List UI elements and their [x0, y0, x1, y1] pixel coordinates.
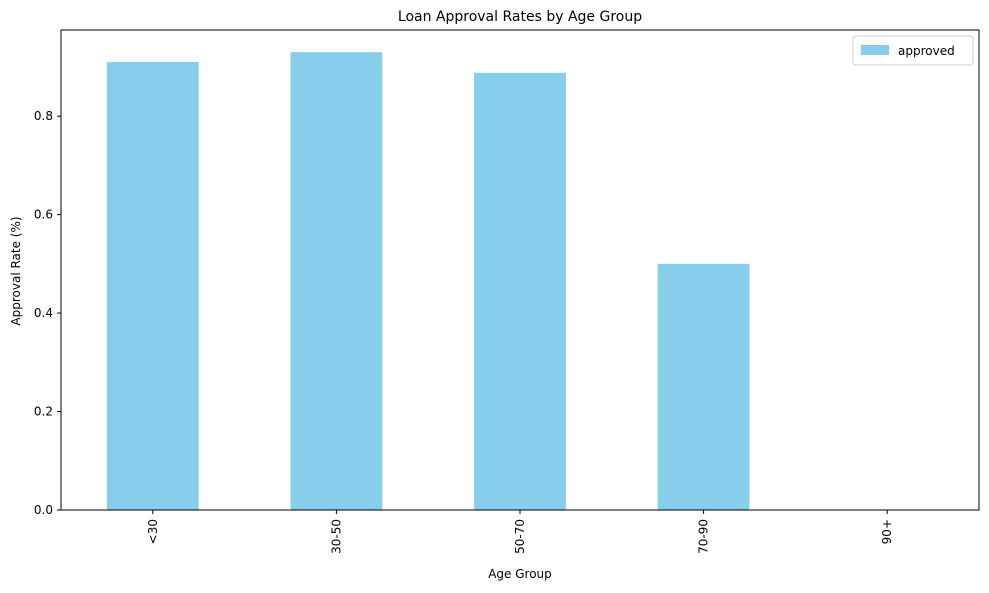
- bar-2: [474, 72, 566, 510]
- y-tick-label-3: 0.6: [34, 208, 53, 222]
- x-tick-label-4: 90+: [880, 519, 894, 544]
- x-axis-label: Age Group: [488, 567, 552, 581]
- bar-3: [657, 263, 750, 510]
- y-tick-label-2: 0.4: [34, 306, 53, 320]
- axes-frame: [60, 29, 980, 511]
- x-tick-label-1: 30-50: [329, 519, 343, 554]
- y-tick-label-4: 0.8: [34, 109, 53, 123]
- bar-0: [106, 62, 199, 510]
- legend-swatch-approved: [861, 45, 889, 55]
- x-tick-label-3: 70-90: [697, 519, 711, 554]
- y-tick-label-1: 0.2: [34, 405, 53, 419]
- x-tick-label-2: 50-70: [513, 519, 527, 554]
- x-tick-label-0: <30: [146, 519, 160, 544]
- y-axis-label: Approval Rate (%): [9, 216, 23, 325]
- bar-1: [290, 52, 383, 511]
- legend-label-approved: approved: [898, 44, 955, 58]
- chart-title: Loan Approval Rates by Age Group: [398, 9, 642, 25]
- legend-box: [852, 35, 974, 66]
- plot-area: <30 30-50 50-70 70-90 90+ 0.0 0.2 0.4 0.6 0.8: [34, 29, 980, 554]
- y-tick-label-0: 0.0: [34, 503, 53, 517]
- chart-legend: approved: [852, 35, 974, 66]
